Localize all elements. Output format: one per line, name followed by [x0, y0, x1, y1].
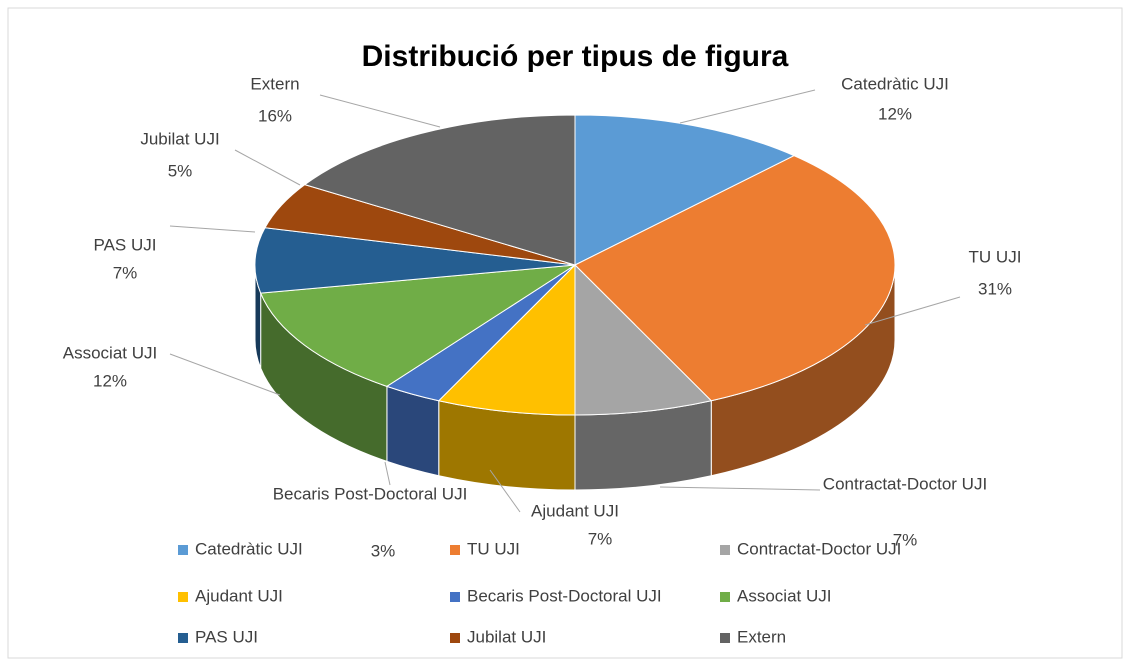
- legend-swatch: [178, 545, 188, 555]
- slice: [574, 114, 796, 266]
- legend-label: Jubilat UJI: [467, 627, 546, 646]
- slice: [259, 264, 576, 387]
- legend-swatch: [720, 592, 730, 602]
- data-label-name: Extern: [250, 74, 299, 93]
- leader-line: [319, 94, 441, 128]
- data-label: 3%: [371, 541, 396, 560]
- legend-swatch: [178, 633, 188, 643]
- data-label: 31%: [978, 279, 1012, 298]
- data-label-name: Jubilat UJI: [140, 129, 219, 148]
- legend-swatch: [450, 633, 460, 643]
- legend-label: Contractat-Doctor UJI: [737, 539, 901, 558]
- legend-swatch: [720, 545, 730, 555]
- leader-line: [169, 353, 281, 396]
- legend-label: PAS UJI: [195, 627, 258, 646]
- leader-line: [234, 149, 301, 186]
- legend-label: Extern: [737, 627, 786, 646]
- data-label-name: TU UJI: [969, 247, 1022, 266]
- legend-label: Ajudant UJI: [195, 586, 283, 605]
- leader-line: [384, 461, 391, 486]
- legend-label: Associat UJI: [737, 586, 831, 605]
- data-label: 5%: [168, 161, 193, 180]
- data-label-name: PAS UJI: [94, 235, 157, 254]
- slice: [574, 263, 713, 416]
- slice-side: [386, 385, 440, 477]
- data-label-name: Associat UJI: [63, 343, 157, 362]
- leader-line: [659, 486, 821, 491]
- legend-swatch: [178, 592, 188, 602]
- legend-label: Becaris Post-Doctoral UJI: [467, 586, 662, 605]
- legend-swatch: [450, 545, 460, 555]
- data-label: 7%: [588, 529, 613, 548]
- data-label: 12%: [93, 371, 127, 390]
- legend-label: Catedràtic UJI: [195, 539, 303, 558]
- slice: [437, 263, 576, 416]
- leader-line: [679, 89, 816, 124]
- legend-swatch: [450, 592, 460, 602]
- data-label: 7%: [893, 530, 918, 549]
- data-label-name: Becaris Post-Doctoral UJI: [273, 484, 468, 503]
- data-label: 12%: [878, 104, 912, 123]
- chart-title: Distribució per tipus de figura: [362, 40, 789, 73]
- data-label: 16%: [258, 106, 292, 125]
- legend-swatch: [720, 633, 730, 643]
- data-label-name: Catedràtic UJI: [841, 74, 949, 93]
- data-label-name: Ajudant UJI: [531, 501, 619, 520]
- slice: [254, 227, 576, 294]
- data-label: 7%: [113, 263, 138, 282]
- legend-label: TU UJI: [467, 539, 520, 558]
- slice: [303, 114, 576, 266]
- leader-line: [489, 469, 521, 513]
- data-label-name: Contractat-Doctor UJI: [823, 474, 987, 493]
- slice: [574, 155, 896, 402]
- leader-line: [864, 296, 961, 326]
- leader-line: [169, 225, 256, 233]
